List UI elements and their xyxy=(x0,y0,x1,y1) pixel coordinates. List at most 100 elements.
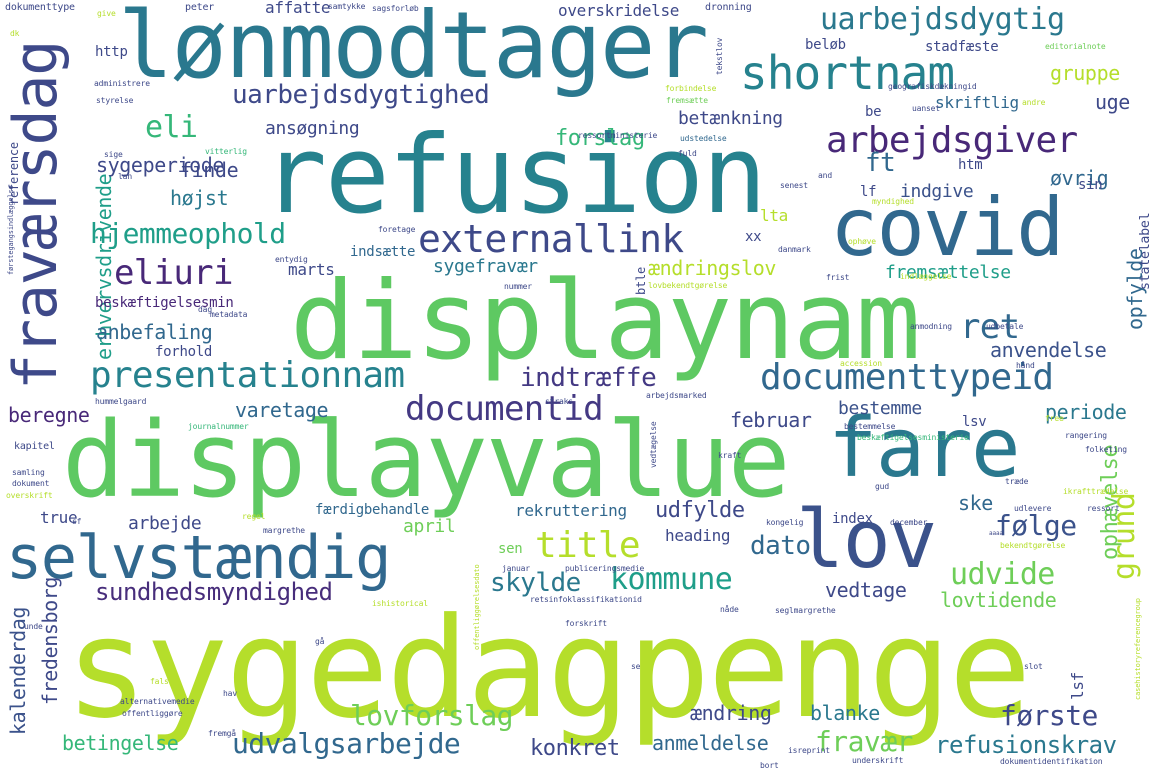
word-be: be xyxy=(865,104,882,120)
word-sygeperiode: sygeperiode xyxy=(96,153,225,177)
word-true: true xyxy=(40,508,78,527)
word-arbejde: arbejde xyxy=(128,513,202,534)
word-kommune: kommune xyxy=(610,562,733,597)
word-uge: uge xyxy=(1095,90,1130,114)
word-styrelse: styrelse xyxy=(96,96,134,105)
word-fals: fals xyxy=(150,677,169,686)
word-udfylde: udfylde xyxy=(655,498,745,523)
word-beskaeftigelsesmin: beskæftigelsesmin xyxy=(95,295,234,311)
word-sen: sen xyxy=(498,541,523,557)
word-statelabel: statelabel xyxy=(1138,212,1153,290)
word-presentationnam: presentationnam xyxy=(90,355,405,396)
word-ansogning: ansøgning xyxy=(265,118,360,139)
word-varetage: varetage xyxy=(235,398,329,422)
word-journalnummer: journalnummer xyxy=(188,422,249,431)
word-fuld: fuld xyxy=(678,149,697,158)
word-udstedelse: udstedelse xyxy=(680,134,727,143)
word-covid: covid xyxy=(830,181,1064,274)
word-retsinfoklassifikationid: retsinfoklassifikationid xyxy=(530,595,642,604)
word-lov: lov xyxy=(796,493,937,586)
word-december: december xyxy=(890,518,928,527)
word-xx: xx xyxy=(745,229,762,245)
word-kapitel: kapitel xyxy=(14,441,55,452)
word-publiceringsmedie: publiceringsmedie xyxy=(565,564,645,573)
word-btle: btle xyxy=(634,267,648,295)
word-dag: dag xyxy=(198,305,212,314)
word-alternativemedie: alternativemedie xyxy=(120,697,195,706)
word-dokumentidentifikation: dokumentidentifikation xyxy=(1000,757,1103,766)
word-hummelgaard: hummelgaard xyxy=(95,397,147,406)
word-lan: lan xyxy=(118,172,132,181)
word-finde: finde xyxy=(180,158,239,182)
word-displaynam: displaynam xyxy=(290,259,921,384)
word-lsv: lsv xyxy=(962,414,987,430)
word-seglmargrethe: seglmargrethe xyxy=(775,606,836,615)
word-sygedagpenge: sygedagpenge xyxy=(65,588,1032,749)
word-gruppe: gruppe xyxy=(1050,61,1120,85)
word-uarbejdsdygtig: uarbejdsdygtig xyxy=(820,2,1065,37)
word-fravaer: fravær xyxy=(815,725,913,758)
word-title: title xyxy=(535,525,640,566)
word-rangering: rangering xyxy=(1065,431,1107,440)
word-offentliggore: offentliggøre xyxy=(122,709,183,718)
word-ikrafttraedelse: ikrafttrædelse xyxy=(1063,487,1129,496)
word-dato: dato xyxy=(750,531,811,561)
word-sige: sige xyxy=(104,150,123,159)
word-vedtaegelse: vedtægelse xyxy=(649,421,658,468)
word-blanke: blanke xyxy=(810,701,880,725)
word-forhold: forhold xyxy=(155,344,213,360)
word-forste: første xyxy=(1000,699,1098,732)
word-periode: periode xyxy=(1045,400,1127,424)
word-overskrift: overskrift xyxy=(6,491,53,500)
word-anbefaling: anbefaling xyxy=(96,320,213,344)
word-bestemme: bestemme xyxy=(838,398,922,419)
word-hand: hånd xyxy=(1016,361,1035,370)
word-free: free xyxy=(1045,414,1064,423)
word-gud: gud xyxy=(875,482,889,491)
word-dokumenttype: dokumenttype xyxy=(5,2,75,13)
word-offentliggorelsesdato: offentliggørelsesdato xyxy=(473,564,481,650)
word-dokument: dokument xyxy=(12,479,50,488)
word-traede: træde xyxy=(1005,477,1029,486)
word-administrere: administrere xyxy=(94,79,150,88)
word-underskrift: underskrift xyxy=(852,756,904,765)
word-dk: dk xyxy=(10,29,20,38)
word-belob: beløb xyxy=(805,37,846,53)
word-sundhedsmyndighed: sundhedsmyndighed xyxy=(95,578,333,606)
word-udvide: udvide xyxy=(950,557,1055,592)
word-casehistoryreferencegroup: casehistoryreferencegroup xyxy=(1134,598,1142,700)
word-ophove: ophøve xyxy=(848,237,876,246)
word-anmeldelse: anmeldelse xyxy=(652,731,769,755)
word-ishistorical: ishistorical xyxy=(372,599,428,608)
word-lta: lta xyxy=(760,206,788,225)
word-udvalgsarbejde: udvalgsarbejde xyxy=(232,727,461,760)
word-marts: marts xyxy=(288,260,335,279)
word-http: http xyxy=(95,44,128,60)
word-lovtidende: lovtidende xyxy=(940,588,1057,612)
word-foretage: foretage xyxy=(378,225,416,234)
word-externallink: externallink xyxy=(418,217,684,261)
word-rekruttering: rekruttering xyxy=(515,501,627,520)
word-lsf: lsf xyxy=(1068,672,1087,700)
word-selvstaendig: selvstændig xyxy=(6,523,391,593)
word-ophaevelse: ophævelse xyxy=(1098,444,1123,560)
word-konkret: konkret xyxy=(530,736,620,761)
word-eliuri: eliuri xyxy=(114,253,233,293)
word-anvendelse: anvendelse xyxy=(990,338,1107,362)
word-fremsaette: fremsætte xyxy=(666,96,708,105)
word-documenttypeid: documenttypeid xyxy=(760,357,1054,398)
word-fravaersdag: fraværsdag xyxy=(1,40,71,390)
word-nade: nåde xyxy=(720,605,739,614)
word-geografiskdaekningid: geografiskdækningid xyxy=(888,82,977,91)
word-samtykke: samtykke xyxy=(328,2,366,11)
word-danmark: danmark xyxy=(778,245,811,254)
word-faerdigbehandle: færdigbehandle xyxy=(315,502,430,518)
word-forskrift: forskrift xyxy=(565,619,607,628)
word-hjemmeophold: hjemmeophold xyxy=(90,217,286,250)
word-peter: peter xyxy=(185,2,215,13)
word-myndighed: myndighed xyxy=(872,197,914,206)
word-forbindelse: forbindelse xyxy=(665,84,717,93)
word-ret: ret xyxy=(960,307,1020,347)
word-nummer: nummer xyxy=(504,282,532,291)
word-uarbejdsdygtighed: uarbejdsdygtighed xyxy=(232,80,490,110)
